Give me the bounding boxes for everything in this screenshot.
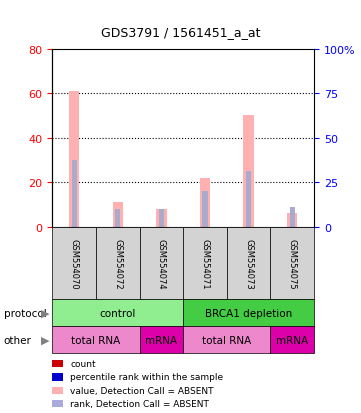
- Bar: [203, 192, 208, 227]
- Text: protocol: protocol: [4, 308, 46, 318]
- Text: control: control: [100, 308, 136, 318]
- Text: rank, Detection Call = ABSENT: rank, Detection Call = ABSENT: [70, 399, 209, 408]
- Text: ▶: ▶: [41, 335, 49, 345]
- Bar: [287, 214, 297, 227]
- Bar: [246, 172, 251, 227]
- Bar: [290, 207, 295, 227]
- Text: count: count: [70, 359, 96, 368]
- Text: GSM554071: GSM554071: [200, 238, 209, 289]
- Text: GSM554073: GSM554073: [244, 238, 253, 289]
- Text: GSM554070: GSM554070: [70, 238, 79, 289]
- Text: GSM554074: GSM554074: [157, 238, 166, 289]
- Bar: [71, 161, 77, 227]
- Text: GDS3791 / 1561451_a_at: GDS3791 / 1561451_a_at: [101, 26, 260, 39]
- Bar: [156, 209, 167, 227]
- Text: ▶: ▶: [41, 308, 49, 318]
- Bar: [159, 209, 164, 227]
- Text: other: other: [4, 335, 31, 345]
- Bar: [113, 203, 123, 227]
- Text: value, Detection Call = ABSENT: value, Detection Call = ABSENT: [70, 386, 214, 395]
- Text: GSM554072: GSM554072: [113, 238, 122, 289]
- Text: total RNA: total RNA: [202, 335, 252, 345]
- Text: total RNA: total RNA: [71, 335, 121, 345]
- Text: percentile rank within the sample: percentile rank within the sample: [70, 373, 223, 382]
- Bar: [115, 209, 121, 227]
- Text: GSM554075: GSM554075: [288, 238, 297, 289]
- Text: mRNA: mRNA: [145, 335, 178, 345]
- Text: BRCA1 depletion: BRCA1 depletion: [205, 308, 292, 318]
- Bar: [69, 92, 79, 227]
- Bar: [200, 178, 210, 227]
- Bar: [243, 116, 254, 227]
- Text: mRNA: mRNA: [276, 335, 308, 345]
